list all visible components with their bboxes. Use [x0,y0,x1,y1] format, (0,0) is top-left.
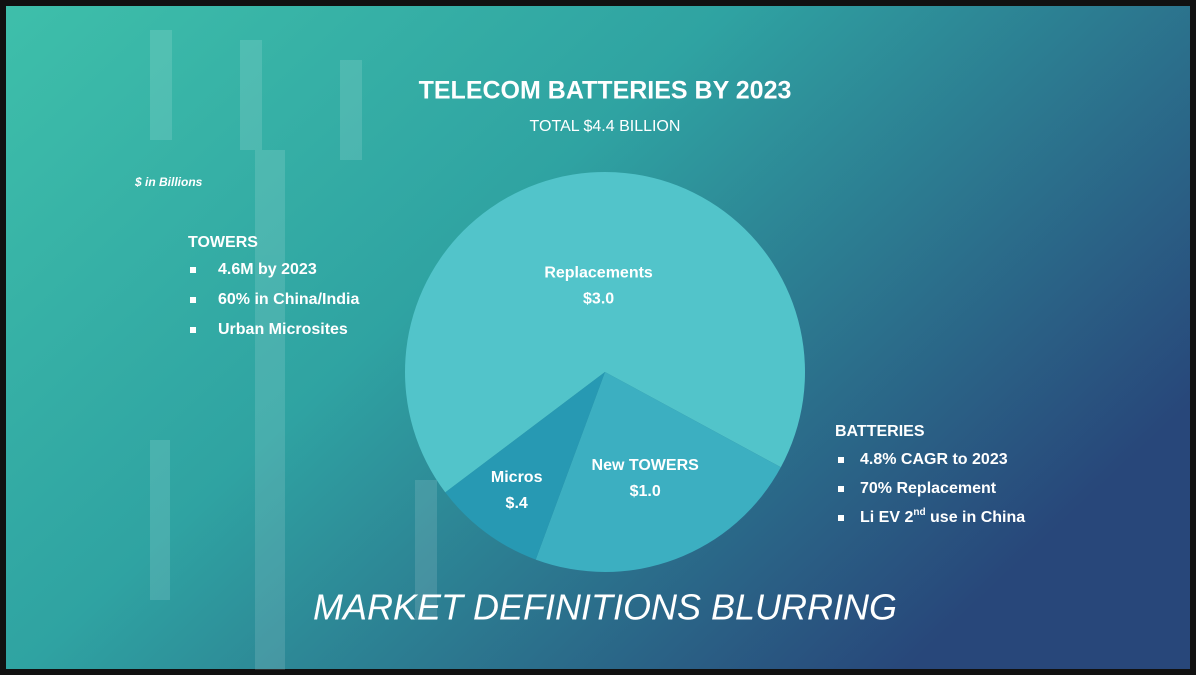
pie-slice [445,372,605,560]
batteries-bullet: 70% Replacement [860,480,997,497]
tower-photo [150,30,437,670]
towers-bullet: 4.6M by 2023 [218,261,317,278]
slice-value: $1.0 [630,483,661,500]
slice-value: $3.0 [583,290,614,307]
bullet-text: use in China [926,509,1026,526]
slice-label: Replacements [544,264,653,281]
pie-slice [404,171,805,493]
bullet [190,327,196,333]
towers-heading: TOWERS [188,234,258,251]
towers-bullet: Urban Microsites [218,321,348,338]
slice-label: New TOWERS [592,457,700,474]
bullet [190,297,196,303]
footer: MARKET DEFINITIONS BLURRING [313,587,897,628]
bullet [190,267,196,273]
pie [404,171,805,572]
batteries-heading: BATTERIES [835,423,925,440]
bullet [838,515,844,521]
bullet-text: 70% Replacement [860,480,997,497]
towers-bullet: 60% in China/India [218,291,359,308]
superscript: nd [913,507,925,518]
chart-subtitle: TOTAL $4.4 BILLION [530,118,681,135]
bullet-text: Li EV 2 [860,509,913,526]
batteries-bullet: 4.8% CAGR to 2023 [860,451,1008,468]
slice-value: $.4 [506,495,528,512]
pie-slice [535,372,781,572]
batteries-bullet: Li EV 2nd use in China [860,507,1025,527]
bullet [838,486,844,492]
bullet-text: 4.8% CAGR to 2023 [860,451,1008,468]
bullet [838,457,844,463]
chart-title: TELECOM BATTERIES BY 2023 [419,77,792,105]
unit-note: $ in Billions [134,175,203,189]
slice-label: Micros [491,469,543,486]
